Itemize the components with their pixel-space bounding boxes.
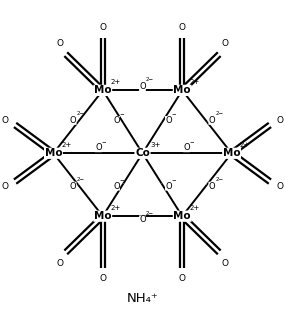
Text: O: O [113,116,120,125]
Text: O: O [99,274,106,283]
Text: O: O [113,181,120,191]
Text: Mo: Mo [94,85,112,95]
Text: 2−: 2− [77,111,85,116]
Text: −: − [190,139,195,144]
Text: O: O [183,143,190,152]
Text: O: O [165,181,172,191]
Text: 2+: 2+ [190,204,200,210]
Text: O: O [209,182,215,191]
Text: Co: Co [135,148,150,158]
Text: NH₄⁺: NH₄⁺ [127,291,158,305]
Text: 2+: 2+ [61,142,71,148]
Text: O: O [165,116,172,125]
Text: O: O [179,23,186,32]
Text: −: − [102,139,106,144]
Text: O: O [1,116,8,125]
Text: Mo: Mo [173,211,191,221]
Text: O: O [209,116,215,125]
Text: 2−: 2− [146,211,154,216]
Text: 2−: 2− [77,177,85,182]
Text: O: O [139,216,146,224]
Text: 2−: 2− [146,77,154,82]
Text: Mo: Mo [223,148,240,158]
Text: −: − [120,177,125,182]
Text: 3+: 3+ [150,142,160,148]
Text: O: O [57,39,64,48]
Text: O: O [99,23,106,32]
Text: Mo: Mo [45,148,62,158]
Text: O: O [70,182,76,191]
Text: O: O [57,259,64,268]
Text: −: − [172,112,176,117]
Text: −: − [172,177,176,182]
Text: Mo: Mo [173,85,191,95]
Text: 2+: 2+ [239,142,249,148]
Text: O: O [221,259,228,268]
Text: Mo: Mo [94,211,112,221]
Text: 2−: 2− [215,177,223,182]
Text: O: O [179,274,186,283]
Text: 2+: 2+ [111,79,121,85]
Text: O: O [139,82,146,91]
Text: O: O [95,143,102,152]
Text: O: O [70,116,76,125]
Text: O: O [221,39,228,48]
Text: 2+: 2+ [111,204,121,210]
Text: 2−: 2− [215,111,223,116]
Text: O: O [277,116,284,125]
Text: O: O [1,182,8,191]
Text: O: O [277,182,284,191]
Text: 2+: 2+ [190,79,200,85]
Text: −: − [120,112,125,117]
